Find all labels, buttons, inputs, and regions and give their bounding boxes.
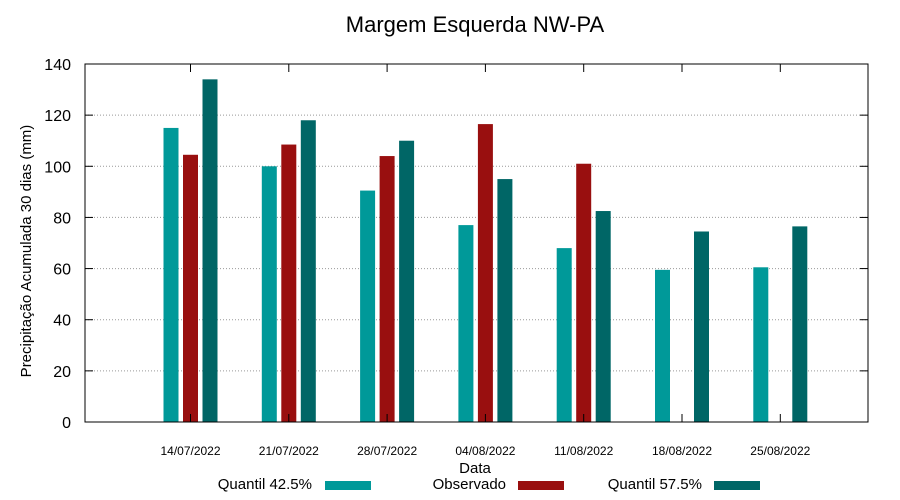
x-tick-label: 11/08/2022 <box>554 444 613 458</box>
plot-frame <box>84 63 869 423</box>
bar <box>655 269 670 422</box>
x-axis-ticks: 14/07/2022 21/07/2022 28/07/2022 04/08/2022… <box>160 64 811 458</box>
x-tick-label: 28/07/2022 <box>357 444 417 458</box>
legend-swatch <box>325 481 371 490</box>
y-tick-label: 20 <box>53 364 71 381</box>
bar <box>595 211 611 422</box>
bar <box>300 120 316 422</box>
bar <box>360 190 376 422</box>
bar <box>556 248 572 422</box>
x-tick-label: 18/08/2022 <box>652 444 712 458</box>
y-tick-label: 100 <box>44 159 71 176</box>
bar <box>576 163 592 422</box>
grid-lines <box>85 114 868 372</box>
bar <box>497 179 513 422</box>
legend-label: Quantil 57.5% <box>608 476 702 493</box>
y-axis-ticks: 0 20 40 60 80 100 120 140 <box>44 57 868 432</box>
y-tick-label: 120 <box>44 108 71 125</box>
legend: Quantil 42.5% Observado Quantil 57.5% <box>218 476 760 493</box>
y-tick-label: 140 <box>44 57 71 74</box>
bar <box>163 127 179 422</box>
bar <box>477 124 493 422</box>
legend-label: Observado <box>433 476 506 493</box>
bars <box>163 79 808 423</box>
y-tick-label: 60 <box>53 262 71 279</box>
bar <box>261 166 277 422</box>
x-tick-label: 25/08/2022 <box>750 444 810 458</box>
y-tick-label: 80 <box>53 210 71 227</box>
bar <box>458 225 474 422</box>
bar <box>753 267 769 422</box>
bar <box>202 79 218 422</box>
chart-title: Margem Esquerda NW-PA <box>346 12 605 37</box>
bar <box>281 144 297 423</box>
bar <box>399 140 415 422</box>
legend-swatch <box>518 481 564 490</box>
x-tick-label: 14/07/2022 <box>160 444 220 458</box>
legend-swatch <box>714 481 760 490</box>
bar <box>183 154 198 422</box>
bar <box>694 231 709 422</box>
y-tick-label: 0 <box>62 415 71 432</box>
y-tick-label: 40 <box>53 313 71 330</box>
legend-label: Quantil 42.5% <box>218 476 312 493</box>
x-axis-label: Data <box>459 460 491 477</box>
bar <box>792 226 808 422</box>
y-axis-label: Precipitação Acumulada 30 dias (mm) <box>18 125 35 378</box>
x-tick-label: 21/07/2022 <box>259 444 319 458</box>
x-tick-label: 04/08/2022 <box>455 444 515 458</box>
bar <box>379 156 395 423</box>
